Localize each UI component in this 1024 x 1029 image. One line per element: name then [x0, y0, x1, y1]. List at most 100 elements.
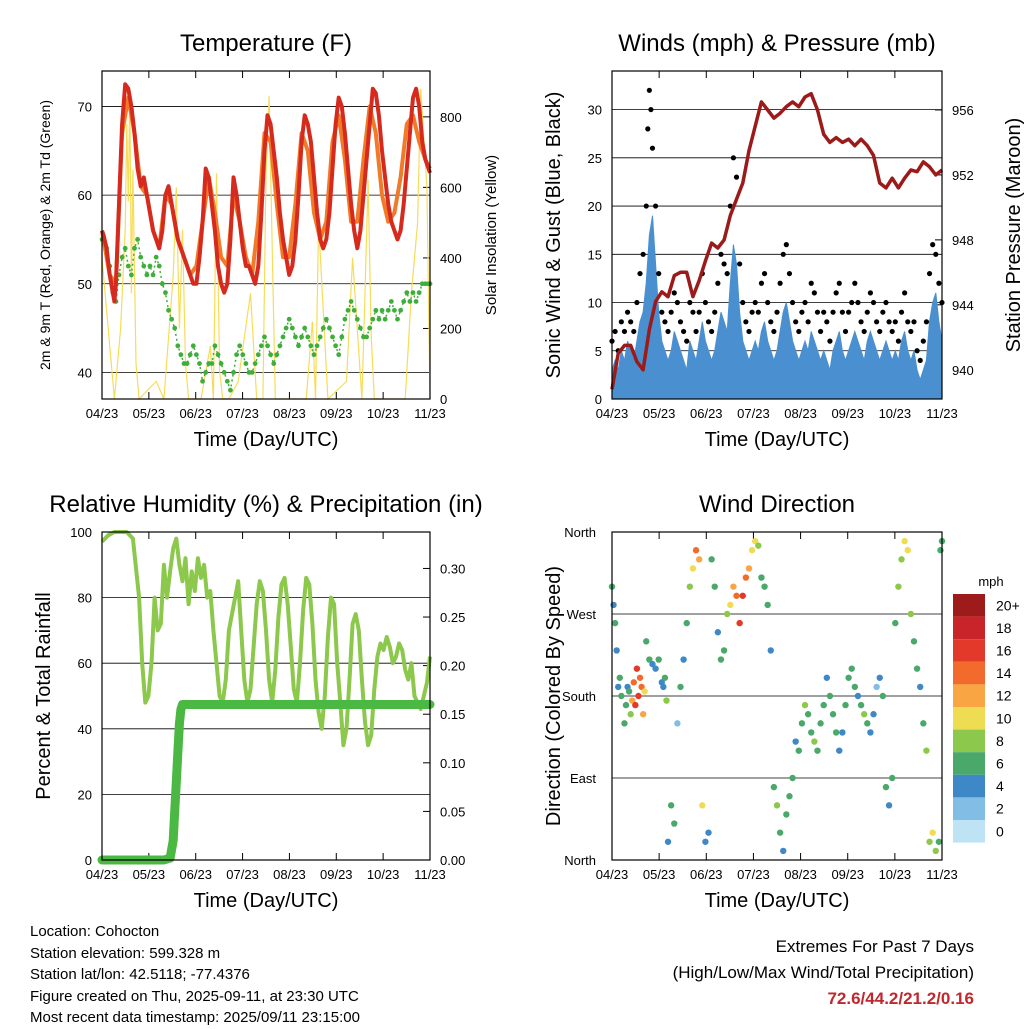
temperature-y-right-tick-label: 400 — [440, 251, 462, 266]
dewpoint-point — [249, 370, 255, 375]
wind-direction-point — [638, 683, 645, 691]
gust-point — [624, 309, 631, 315]
gust-point — [612, 328, 618, 335]
wind-direction-point — [630, 679, 637, 686]
dewpoint-point — [252, 361, 258, 366]
dewpoint-point — [320, 325, 326, 331]
gust-point — [724, 270, 730, 277]
humidity-frame — [101, 531, 431, 861]
gust-point — [802, 299, 808, 306]
dewpoint-point — [193, 352, 199, 358]
wind-direction-point — [680, 656, 687, 663]
pressure-line — [610, 91, 944, 390]
wind_direction-x-tick-label: 07/23 — [737, 867, 770, 882]
wind-direction-point — [660, 683, 667, 691]
created-text: Figure created on Thu, 2025-09-11, at 23… — [30, 987, 359, 1005]
colorbar-label: 0 — [996, 823, 1004, 839]
wind-direction-point — [904, 547, 911, 554]
gust-point — [659, 309, 665, 315]
wind-direction-point — [885, 802, 893, 809]
humidity-x-tick-label: 04/23 — [86, 867, 119, 882]
gust-point — [867, 290, 873, 296]
gust-point — [690, 309, 696, 315]
dewpoint-point — [132, 245, 137, 251]
gust-point — [839, 309, 845, 315]
gust-point — [796, 328, 802, 335]
wind-direction-point — [627, 711, 634, 718]
wind-direction-point — [789, 774, 796, 782]
wind_direction-title: Wind Direction — [699, 491, 855, 518]
wind-direction-point — [702, 838, 709, 845]
wind-direction-point — [901, 537, 908, 545]
dewpoint-point — [268, 352, 274, 358]
wind-direction-point — [935, 838, 943, 845]
humidity-x-tick-label: 05/23 — [133, 867, 166, 882]
gust-point — [646, 87, 652, 93]
wind_direction-x-tick-label: 04/23 — [596, 867, 629, 882]
dewpoint-point — [169, 316, 175, 322]
wind-direction-point — [727, 601, 734, 609]
wind-direction-point — [842, 701, 849, 709]
colorbar-label: 18 — [996, 620, 1012, 636]
wind-direction-point — [873, 683, 880, 691]
wind-direction-point — [888, 774, 896, 782]
wind-direction-point — [723, 610, 731, 618]
rainfall-line — [97, 700, 435, 865]
wind-direction-point — [870, 711, 877, 718]
wind-direction-point — [860, 711, 868, 718]
humidity-y-right-tick-label: 0.00 — [440, 853, 465, 868]
gust-point — [671, 290, 677, 296]
humidity-line — [100, 530, 432, 748]
wind_direction-y-axis-label: Direction (Colored By Speed) — [543, 566, 565, 826]
colorbar-label: 8 — [996, 733, 1004, 749]
wind-direction-point — [621, 720, 628, 727]
gust-point — [761, 270, 768, 277]
dewpoint-point — [156, 263, 162, 269]
station-info: Location: Cohocton Station elevation: 59… — [30, 921, 360, 1029]
wind-direction-point — [635, 692, 642, 700]
wind-direction-point — [683, 619, 690, 627]
gust-point — [721, 261, 727, 267]
wind-direction-point — [814, 747, 821, 754]
wind-direction-y-tick-label: East — [570, 771, 596, 786]
winds-x-axis-label: Time (Day/UTC) — [705, 429, 850, 451]
wind_direction-x-tick-label: 11/23 — [926, 867, 958, 882]
wind-direction-point — [615, 683, 622, 691]
gust-point — [621, 328, 628, 335]
wind-direction-point — [646, 656, 653, 663]
wind-direction-point — [792, 738, 799, 745]
winds-x-tick-label: 11/23 — [926, 406, 958, 421]
gust-point — [715, 280, 721, 286]
winds-title: Winds (mph) & Pressure (mb) — [618, 30, 935, 57]
gust-point — [799, 309, 805, 315]
gust-point — [855, 299, 861, 306]
temperature-y-tick-label: 60 — [78, 188, 92, 203]
wind-direction-point — [804, 711, 812, 718]
humidity-y-tick-label: 0 — [85, 853, 92, 868]
wind-direction-point — [932, 847, 939, 855]
colorbar-label: 4 — [996, 778, 1004, 794]
winds-y-right-tick-label: 956 — [952, 103, 974, 118]
wind_direction-frame — [611, 531, 943, 861]
wind-direction-point — [895, 583, 902, 590]
wind-direction-point — [745, 565, 753, 572]
colorbar-swatch — [953, 684, 985, 707]
temperature-x-tick-label: 07/23 — [226, 406, 259, 421]
wind-direction-point — [854, 692, 862, 700]
winds-y-right-tick-label: 944 — [952, 298, 974, 313]
wind-direction-point — [907, 610, 915, 618]
wind-direction-point — [764, 601, 771, 609]
temperature-y-tick-label: 70 — [78, 99, 92, 114]
gust-point — [783, 242, 789, 248]
humidity-x-tick-label: 11/23 — [414, 867, 446, 882]
wind_direction-x-tick-label: 08/23 — [784, 867, 817, 882]
wind-direction-point — [616, 674, 623, 681]
gust-point — [696, 309, 702, 315]
wind-direction-point — [926, 838, 933, 845]
gust-point — [849, 299, 855, 306]
wind-direction-point — [820, 701, 827, 709]
winds-frame — [611, 70, 943, 400]
wind-direction-point — [711, 583, 718, 590]
wind-direction-point — [611, 619, 619, 627]
gust-point — [926, 270, 933, 277]
